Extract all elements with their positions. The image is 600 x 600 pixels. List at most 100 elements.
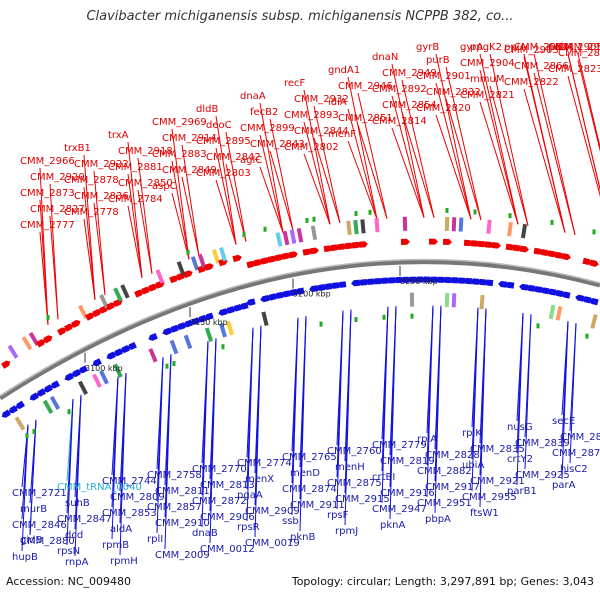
reverse-gene-label: CMM_2765 — [282, 452, 337, 463]
reverse-gene-label: CMM_0012 — [200, 544, 255, 555]
reverse-gene-leader — [479, 308, 487, 508]
forward-gene-leader — [83, 154, 96, 300]
forward-gene-label: gyrA — [460, 42, 483, 53]
cog-category-bar — [458, 217, 464, 232]
forward-gene-arrow — [547, 250, 557, 258]
reverse-gene-arrow — [589, 298, 599, 306]
reverse-gene-arrow — [183, 319, 193, 328]
cog-category-bar — [226, 320, 234, 336]
genome-backbone-highlight — [0, 258, 600, 397]
reverse-gene-leader — [66, 399, 74, 546]
cog-category-bar — [590, 314, 598, 329]
reverse-gene-arrow — [407, 276, 417, 283]
reverse-gene-label: rplK — [462, 428, 482, 439]
reverse-gene-label: parA — [552, 480, 576, 491]
forward-gene-arrow — [470, 240, 480, 247]
forward-gene-label: CMM_2899 — [240, 123, 295, 134]
reverse-gene-label: hupB — [12, 552, 38, 563]
cog-category-bar — [289, 229, 297, 244]
reverse-gene-arrow — [1, 409, 11, 418]
reverse-gene-leader — [561, 321, 569, 480]
forward-gene-label: ppiA — [504, 42, 526, 53]
reverse-gene-label: rplI — [147, 534, 163, 545]
forward-gene-leader — [93, 170, 106, 295]
forward-gene-leader — [259, 166, 284, 233]
rna-feature-mark — [32, 429, 36, 435]
reverse-gene-leader — [389, 306, 397, 520]
forward-gene-leader — [49, 183, 59, 320]
forward-gene-leader — [533, 53, 576, 235]
forward-gene-label: CMM_2842 — [206, 152, 261, 163]
forward-gene-leader — [479, 53, 519, 225]
forward-gene-label: menF — [328, 129, 356, 140]
forward-gene-label: CMM_2802 — [284, 142, 339, 153]
forward-gene-label: CMM_2836 — [74, 191, 129, 202]
cog-category-bar — [409, 292, 415, 307]
forward-gene-label: CMM_2922 — [74, 159, 129, 170]
forward-gene-leader — [181, 176, 200, 257]
rna-feature-mark — [263, 226, 267, 232]
rna-feature-mark — [305, 217, 309, 223]
reverse-gene-arrow — [120, 345, 130, 353]
forward-gene-arrow — [561, 253, 571, 261]
cog-category-bar — [310, 225, 318, 240]
reverse-gene-leader — [344, 309, 352, 526]
cog-category-bar — [346, 220, 352, 236]
forward-gene-arrow — [477, 240, 487, 248]
reverse-gene-label: CMM_2875 — [327, 478, 382, 489]
forward-gene-label: CMM_2777 — [20, 220, 75, 231]
forward-gene-label: CMM_2867 — [558, 48, 600, 59]
reverse-gene-arrow — [561, 291, 571, 299]
reverse-gene-label: CMM_2951 — [417, 498, 472, 509]
forward-gene-label: purB — [426, 55, 450, 66]
reverse-gene-label: dnaB — [192, 528, 218, 539]
reverse-gene-arrow — [218, 308, 228, 316]
cog-category-bar — [211, 249, 221, 264]
reverse-gene-label: pgaA — [237, 490, 263, 501]
reverse-gene-label: CMM_2906 — [200, 512, 255, 523]
forward-gene-label: CMM_2843 — [250, 139, 305, 150]
reverse-gene-label: CMM_2839 — [515, 438, 570, 449]
reverse-gene-label: CMM_2882 — [417, 466, 472, 477]
forward-gene-leader — [479, 101, 519, 225]
reverse-gene-label: CMM_2819 — [380, 456, 435, 467]
forward-gene-arrow — [519, 245, 529, 253]
reverse-gene-arrow — [8, 405, 18, 414]
reverse-gene-label: CMM_2828 — [425, 450, 480, 461]
forward-gene-leader — [479, 69, 519, 225]
forward-gene-arrow — [428, 238, 438, 245]
forward-gene-leader — [215, 147, 237, 245]
reverse-gene-label: rnpA — [65, 557, 89, 568]
cog-category-bar — [374, 218, 380, 233]
forward-gene-leader — [171, 192, 190, 260]
forward-gene-label: CMM_2969 — [152, 117, 207, 128]
reverse-gene-arrow — [533, 286, 543, 294]
reverse-gene-label: aldA — [110, 524, 132, 535]
forward-gene-label: CMM_2956 — [558, 42, 600, 53]
reverse-gene-leader — [381, 306, 389, 504]
reverse-gene-arrow — [288, 288, 298, 296]
reverse-gene-leader — [299, 316, 307, 532]
reverse-gene-leader — [201, 340, 209, 528]
reverse-gene-arrow — [50, 380, 60, 389]
forward-gene-leader — [137, 189, 153, 274]
reverse-gene-arrow — [197, 314, 207, 323]
forward-gene-leader — [391, 95, 425, 218]
reverse-gene-arrow — [29, 392, 39, 401]
reverse-gene-label: rpsR — [237, 522, 260, 533]
reverse-gene-arrow — [127, 341, 137, 350]
forward-gene-label: CMM_2814 — [372, 116, 427, 127]
forward-gene-label: CMM_2832 — [426, 87, 481, 98]
forward-gene-label: CMM_2895 — [196, 136, 251, 147]
cog-category-bar — [275, 232, 283, 247]
reverse-gene-label: ftsW1 — [470, 508, 499, 519]
reverse-gene-label: CMM_2955 — [462, 492, 517, 503]
forward-gene-label: CMM_2903 — [504, 45, 559, 56]
reverse-gene-label: CMM_2874 — [282, 484, 337, 495]
reverse-gene-arrow — [358, 279, 368, 286]
reverse-gene-label: CMM_2917 — [425, 482, 480, 493]
reverse-gene-label: CMM_2840 — [560, 432, 600, 443]
forward-gene-arrow — [134, 289, 144, 298]
forward-gene-leader — [259, 134, 284, 233]
scale-tick-label: 3250 kbp — [400, 277, 438, 286]
